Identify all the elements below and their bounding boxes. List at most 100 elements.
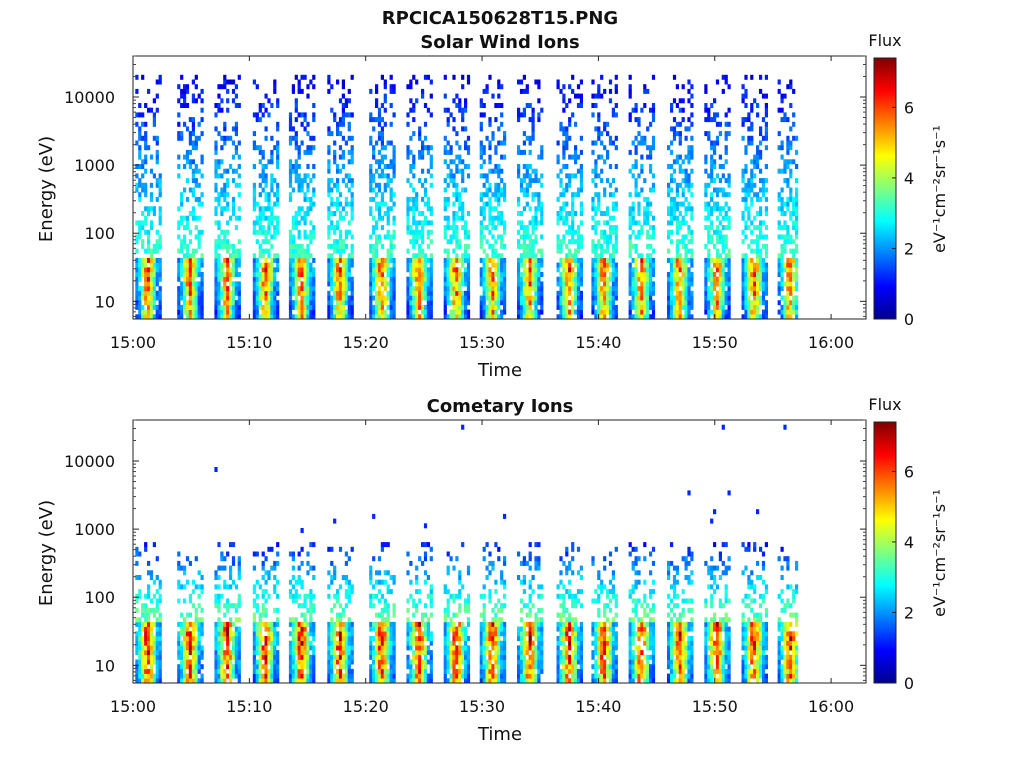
spectrogram-cell xyxy=(297,229,301,235)
spectrogram-cell xyxy=(149,659,154,665)
spectrogram-cell xyxy=(369,168,373,174)
spectrogram-cell xyxy=(482,272,486,277)
spectrogram-cell xyxy=(452,276,456,282)
spectrogram-cell xyxy=(306,309,310,315)
spectrogram-cell xyxy=(466,262,471,268)
spectrogram-cell xyxy=(684,281,688,287)
spectrogram-cell xyxy=(375,98,379,104)
spectrogram-cell xyxy=(494,295,498,301)
spectrogram-cell xyxy=(649,164,653,169)
spectrogram-cell xyxy=(141,135,145,141)
spectrogram-cell xyxy=(455,154,459,160)
spectrogram-cell xyxy=(741,267,745,273)
spectrogram-cell xyxy=(149,309,154,315)
spectrogram-cell xyxy=(288,295,293,301)
spectrogram-cell xyxy=(185,664,190,670)
spectrogram-cell xyxy=(147,281,151,287)
spectrogram-cell xyxy=(678,201,682,207)
spectrogram-cell xyxy=(197,281,201,287)
spectrogram-cell xyxy=(764,187,768,193)
spectrogram-cell xyxy=(350,145,354,151)
spectrogram-cell xyxy=(294,253,298,259)
spectrogram-cell xyxy=(672,272,677,277)
spectrogram-cell xyxy=(718,295,722,301)
spectrogram-cell xyxy=(494,182,498,188)
spectrogram-cell xyxy=(297,112,301,118)
spectrogram-cell xyxy=(606,121,610,127)
spectrogram-cell xyxy=(312,272,316,277)
spectrogram-cell xyxy=(270,272,274,277)
spectrogram-cell xyxy=(479,234,483,240)
spectrogram-cell xyxy=(684,173,688,179)
spectrogram-cell xyxy=(759,225,763,231)
spectrogram-cell xyxy=(306,290,310,296)
spectrogram-cell xyxy=(786,239,790,245)
spectrogram-cell xyxy=(389,295,393,301)
spectrogram-cell xyxy=(375,295,379,301)
spectrogram-cell xyxy=(562,257,566,263)
spectrogram-cell xyxy=(333,290,337,296)
spectrogram-cell xyxy=(611,295,615,301)
spectrogram-cell xyxy=(135,281,139,287)
spectrogram-cell xyxy=(528,178,532,184)
spectrogram-cell xyxy=(380,192,384,198)
spectrogram-cell xyxy=(144,640,148,646)
spectrogram-cell xyxy=(347,98,351,104)
spectrogram-cell xyxy=(423,295,428,301)
spectrogram-cell xyxy=(231,211,236,216)
spectrogram-cell xyxy=(234,225,238,231)
spectrogram-cell xyxy=(522,257,526,263)
spectrogram-cell xyxy=(231,560,236,566)
spectrogram-cell xyxy=(372,257,376,263)
spectrogram-cell xyxy=(412,187,416,193)
spectrogram-cell xyxy=(464,248,468,254)
spectrogram-cell xyxy=(678,309,682,315)
spectrogram-cell xyxy=(591,239,595,245)
spectrogram-cell xyxy=(226,248,230,254)
spectrogram-cell xyxy=(327,131,331,137)
spectrogram-cell xyxy=(149,626,154,632)
spectrogram-cell xyxy=(327,243,331,249)
spectrogram-cell xyxy=(350,234,354,240)
spectrogram-cell xyxy=(350,112,354,118)
spectrogram-cell xyxy=(333,182,337,188)
spectrogram-cell xyxy=(214,664,218,670)
spectrogram-cell xyxy=(780,257,784,263)
spectrogram-cell xyxy=(574,149,578,155)
spectrogram-cell xyxy=(687,248,691,254)
spectrogram-cell xyxy=(789,173,793,179)
spectrogram-cell xyxy=(500,257,504,263)
colorbar-gradient xyxy=(873,57,897,320)
spectrogram-cell xyxy=(559,243,563,249)
spectrogram-cell xyxy=(341,215,345,221)
spectrogram-cell xyxy=(197,668,201,674)
spectrogram-cell xyxy=(597,126,601,132)
spectrogram-cell xyxy=(141,304,145,310)
spectrogram-cell xyxy=(783,234,787,240)
spectrogram-cell xyxy=(753,164,757,169)
spectrogram-cell xyxy=(344,295,348,301)
spectrogram-cell xyxy=(479,257,483,263)
spectrogram-cell xyxy=(191,589,195,595)
spectrogram-cell xyxy=(270,215,274,221)
spectrogram-cell xyxy=(155,276,159,282)
spectrogram-cell xyxy=(594,267,598,273)
spectrogram-cell xyxy=(562,304,566,310)
spectrogram-cell xyxy=(649,257,653,263)
spectrogram-cell xyxy=(574,248,578,254)
spectrogram-cell xyxy=(231,257,236,263)
spectrogram-cell xyxy=(452,225,456,231)
spectrogram-cell xyxy=(525,253,529,259)
spectrogram-cell xyxy=(258,107,262,113)
spectrogram-cell xyxy=(461,290,465,296)
spectrogram-cell xyxy=(380,168,384,174)
spectrogram-cell xyxy=(576,309,581,315)
spectrogram-cell xyxy=(634,178,638,184)
spectrogram-cell xyxy=(600,234,604,240)
spectrogram-cell xyxy=(214,290,218,296)
spectrogram-cell xyxy=(503,281,507,287)
spectrogram-cell xyxy=(678,314,682,320)
spectrogram-cell xyxy=(786,140,790,146)
spectrogram-cell xyxy=(234,84,238,90)
spectrogram-cell xyxy=(252,626,256,632)
